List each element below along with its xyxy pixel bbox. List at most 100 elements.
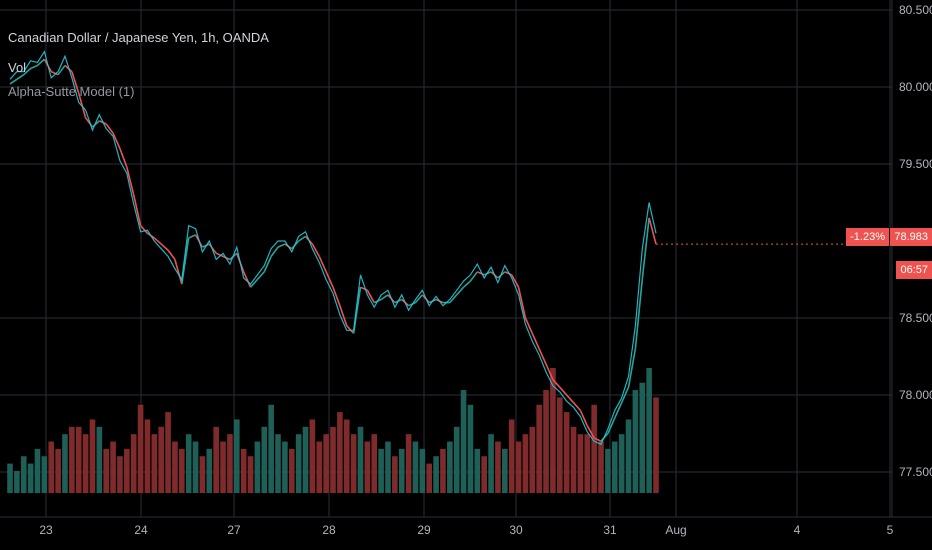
price-segment [510, 274, 520, 288]
price-segment [456, 286, 465, 296]
volume-bar [302, 426, 309, 493]
volume-bar [330, 426, 336, 493]
volume-bar [55, 448, 61, 493]
volume-bar [27, 463, 34, 493]
volume-bar [75, 426, 82, 493]
chart-title[interactable]: Canadian Dollar / Japanese Yen, 1h, OAND… [8, 30, 269, 45]
volume-bar [385, 441, 391, 493]
price-segment [545, 363, 554, 380]
price-segment [270, 246, 279, 257]
volume-bar [433, 456, 439, 493]
price-segment [524, 317, 534, 334]
price-axis[interactable]: 80.500 80.000 79.500 78.500 78.000 77.500 [899, 3, 932, 479]
price-segment [641, 217, 650, 280]
price-segment [593, 437, 602, 442]
volume-bar [7, 463, 13, 493]
price-segment [16, 74, 25, 80]
price-segment [277, 243, 286, 248]
volume-bar [426, 463, 433, 493]
volume-bar [130, 434, 137, 493]
volume-bar [543, 390, 549, 493]
volume-bar [577, 434, 584, 493]
volume-bar [137, 404, 144, 493]
price-segment [30, 64, 38, 70]
volume-bar [536, 404, 542, 493]
volume-bar [412, 441, 419, 493]
time-tick-label: 5 [887, 523, 894, 537]
volume-bar [371, 434, 378, 493]
volume-bar [646, 368, 652, 493]
price-segment [614, 402, 623, 419]
price-segment [153, 237, 162, 245]
volume-bar [69, 426, 75, 493]
volume-bar [522, 434, 529, 493]
volume-bar [364, 441, 371, 493]
time-tick-label: 30 [509, 523, 523, 537]
time-tick-label: Aug [665, 523, 686, 537]
volume-bar [337, 412, 343, 493]
volume-bar [316, 441, 323, 493]
volume-bar [625, 419, 632, 493]
price-segment [517, 287, 527, 319]
volume-bar [62, 434, 68, 493]
alpha-sutte-indicator-label[interactable]: Alpha-Sutte Model (1) [8, 84, 135, 99]
volume-bar [495, 441, 501, 493]
price-segment [504, 271, 513, 276]
price-segment [559, 386, 568, 396]
volume-bar [206, 448, 213, 493]
price-segment [339, 305, 348, 326]
volume-bar [419, 448, 426, 493]
time-axis[interactable]: 23 24 27 28 29 30 31 Aug 4 5 [39, 523, 893, 537]
volume-bar [220, 441, 226, 493]
price-segment [57, 64, 66, 76]
volume-bar [598, 441, 604, 493]
price-segment [119, 148, 128, 168]
volume-bar [508, 419, 515, 493]
volume-bar [440, 448, 446, 493]
volume-bar [392, 456, 398, 493]
volume-bar [481, 456, 487, 493]
price-segment [449, 294, 458, 304]
price-segment [215, 252, 224, 258]
price-segment [414, 294, 423, 304]
price-segment [634, 279, 644, 349]
price-segment [579, 410, 589, 427]
bar-countdown-label: 06:57 [896, 261, 932, 279]
price-segment [552, 379, 561, 388]
time-tick-label: 31 [603, 523, 617, 537]
price-segment [23, 67, 32, 76]
current-price-label: 78.983 [890, 228, 932, 246]
price-segment [463, 280, 471, 288]
price-segment [242, 271, 252, 288]
volume-bar [584, 434, 591, 493]
volume-bar [515, 441, 522, 493]
price-segment [607, 417, 616, 434]
price-segment [112, 132, 121, 149]
price-tick-label: 78.500 [899, 311, 932, 325]
price-tick-label: 79.500 [899, 157, 932, 171]
price-segment [167, 249, 176, 260]
price-segment [627, 348, 637, 388]
price-segment [332, 286, 341, 306]
price-segment [648, 217, 657, 245]
volume-bar [89, 419, 96, 493]
time-tick-label: 28 [322, 523, 336, 537]
time-tick-label: 24 [134, 523, 148, 537]
volume-bar [295, 434, 302, 493]
volume-bar [467, 404, 474, 493]
volume-bar [343, 419, 350, 493]
volume-bar [529, 426, 536, 493]
price-segment [566, 394, 575, 404]
price-segment [36, 58, 45, 67]
price-segment [538, 348, 547, 365]
volume-bar [82, 434, 89, 493]
volume-bar [632, 390, 639, 493]
volume-bar [357, 426, 364, 493]
volume-bar [144, 419, 151, 493]
price-segment [572, 402, 582, 411]
volume-indicator-label[interactable]: Vol [8, 60, 27, 75]
volume-bar [179, 448, 185, 493]
volume-bar [309, 419, 316, 493]
volume-bar [151, 434, 158, 493]
